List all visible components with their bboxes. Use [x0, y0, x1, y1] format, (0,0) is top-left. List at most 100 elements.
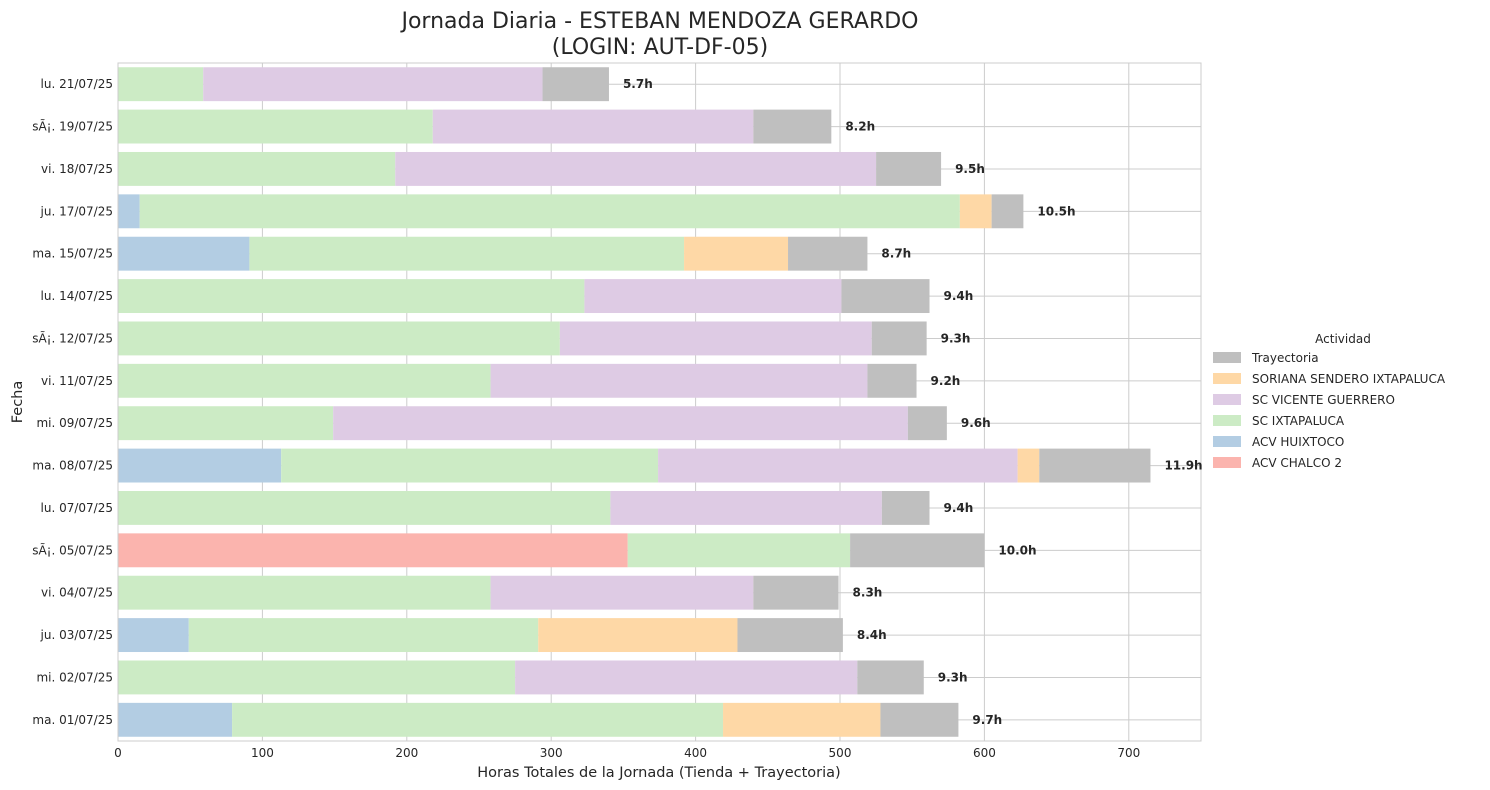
- y-tick-label: sÃ¡. 12/07/25: [32, 330, 113, 345]
- total-label: 9.4h: [944, 501, 974, 515]
- total-label: 8.2h: [845, 120, 875, 134]
- legend-entry-label: SC IXTAPALUCA: [1252, 414, 1345, 428]
- x-tick-label: 700: [1117, 746, 1140, 760]
- bar-segment: [857, 660, 924, 695]
- bar-segment: [490, 363, 868, 398]
- y-tick-label: ju. 17/07/25: [40, 204, 113, 218]
- bar-segment: [959, 194, 992, 229]
- bar-segment: [684, 236, 789, 271]
- x-tick-label: 600: [973, 746, 996, 760]
- legend-swatch: [1213, 394, 1241, 405]
- bar-segment: [118, 618, 189, 653]
- bar-segment: [118, 236, 250, 271]
- x-axis-label: Horas Totales de la Jornada (Tienda + Tr…: [477, 765, 840, 781]
- bar-segment: [538, 618, 738, 653]
- total-label: 9.3h: [938, 670, 968, 684]
- bar-segment: [188, 618, 539, 653]
- legend-entry-label: Trayectoria: [1251, 351, 1319, 365]
- bar-segment: [118, 448, 282, 483]
- bar-segment: [118, 660, 516, 695]
- bar-segment: [850, 533, 985, 568]
- legend-entry-label: SC VICENTE GUERRERO: [1252, 393, 1395, 407]
- bar-segment: [118, 490, 611, 525]
- y-tick-labels: lu. 21/07/25 sÃ¡. 19/07/25 vi. 18/07/25 ju.…: [32, 77, 113, 727]
- bar-segment: [118, 109, 433, 144]
- chart-title-line1: Jornada Diaria - ESTEBAN MENDOZA GERARDO: [399, 9, 918, 34]
- bar-segment: [876, 151, 942, 186]
- chart-title-line2: (LOGIN: AUT-DF-05): [552, 35, 768, 60]
- bar-segment: [232, 702, 724, 737]
- bar-segment: [118, 194, 140, 229]
- y-tick-label: sÃ¡. 05/07/25: [32, 542, 113, 557]
- y-tick-label: mi. 02/07/25: [36, 670, 113, 684]
- bar-segment: [559, 321, 872, 356]
- bar-segment: [880, 702, 959, 737]
- total-label: 10.5h: [1037, 204, 1075, 218]
- bar-segment: [753, 109, 832, 144]
- bar-segment: [753, 575, 839, 610]
- bar-segment: [118, 575, 491, 610]
- plot-frame: [117, 62, 1202, 742]
- total-label: 9.4h: [944, 289, 974, 303]
- legend-entry-label: ACV CHALCO 2: [1252, 456, 1342, 470]
- bar-segment: [249, 236, 685, 271]
- y-tick-label: mi. 09/07/25: [36, 416, 113, 430]
- x-tick-label: 100: [251, 746, 274, 760]
- bar-segment: [333, 406, 908, 441]
- legend-swatch: [1213, 457, 1241, 468]
- bar-segment: [203, 67, 543, 102]
- x-tick-label: 500: [829, 746, 852, 760]
- total-label: 10.0h: [998, 543, 1036, 557]
- total-labels: 5.7h 8.2h 9.5h 10.5h 8.7h 9.4h 9.3h 9.2h 9.6h 11.…: [623, 77, 1203, 727]
- legend-swatch: [1213, 352, 1241, 363]
- bar-segment: [881, 490, 930, 525]
- total-label: 9.5h: [955, 162, 985, 176]
- bar-segment: [658, 448, 1018, 483]
- bar-segment: [118, 321, 560, 356]
- total-label: 9.7h: [972, 713, 1002, 727]
- y-tick-label: ju. 03/07/25: [40, 628, 113, 642]
- bar-segment: [788, 236, 868, 271]
- y-tick-label: ma. 01/07/25: [32, 713, 113, 727]
- legend-entry-label: SORIANA SENDERO IXTAPALUCA: [1252, 372, 1446, 386]
- y-axis-label: Fecha: [10, 381, 26, 424]
- y-tick-label: lu. 07/07/25: [41, 501, 113, 515]
- total-label: 5.7h: [623, 77, 653, 91]
- bar-segment: [490, 575, 754, 610]
- y-tick-label: lu. 14/07/25: [41, 289, 113, 303]
- bar-segment: [118, 363, 491, 398]
- total-label: 8.3h: [853, 586, 883, 600]
- bar-segment: [515, 660, 858, 695]
- total-label: 9.2h: [931, 374, 961, 388]
- bar-segment: [118, 151, 396, 186]
- bar-segment: [867, 363, 917, 398]
- bar-segment: [1017, 448, 1040, 483]
- total-label: 9.6h: [961, 416, 991, 430]
- bar-segment: [118, 67, 204, 102]
- total-label: 9.3h: [941, 331, 971, 345]
- bar-segment: [871, 321, 927, 356]
- total-label: 8.4h: [857, 628, 887, 642]
- y-tick-label: sÃ¡. 19/07/25: [32, 119, 113, 134]
- bar-segment: [118, 406, 334, 441]
- legend: Actividad Trayectoria SORIANA SENDERO IXT…: [1213, 332, 1446, 470]
- bars-layer: [118, 67, 1151, 737]
- bar-segment: [991, 194, 1024, 229]
- y-tick-label: vi. 18/07/25: [41, 162, 113, 176]
- bar-segment: [907, 406, 947, 441]
- bar-segment: [1039, 448, 1151, 483]
- legend-title: Actividad: [1315, 332, 1371, 346]
- bar-segment: [118, 279, 585, 314]
- bar-segment: [737, 618, 843, 653]
- bar-segment: [139, 194, 960, 229]
- bar-segment: [281, 448, 659, 483]
- y-tick-label: lu. 21/07/25: [41, 77, 113, 91]
- bar-segment: [627, 533, 851, 568]
- y-tick-label: ma. 15/07/25: [32, 247, 113, 261]
- bar-segment: [118, 702, 233, 737]
- bar-segment: [395, 151, 877, 186]
- x-tick-label: 300: [540, 746, 563, 760]
- legend-swatch: [1213, 373, 1241, 384]
- x-tick-label: 200: [395, 746, 418, 760]
